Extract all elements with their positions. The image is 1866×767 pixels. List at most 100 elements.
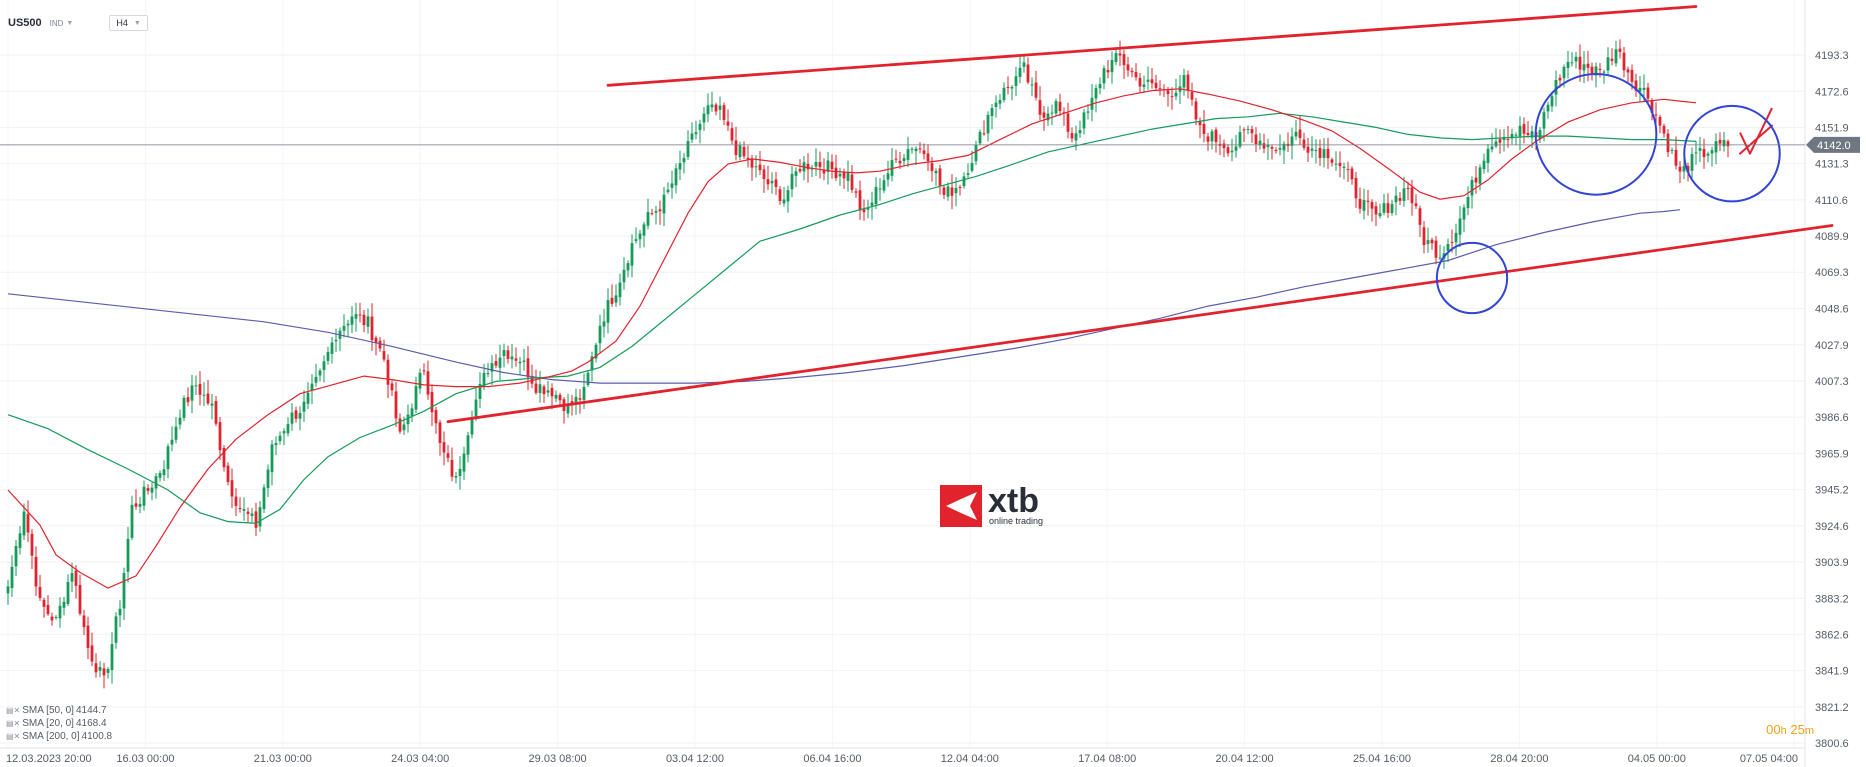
candle-body xyxy=(1458,218,1462,235)
candle-body xyxy=(1554,79,1558,95)
candle-body xyxy=(1698,148,1702,151)
x-axis[interactable]: 12.03.2023 20:00 16.03 00:00 21.03 00:00 24… xyxy=(6,753,1798,765)
candle-body xyxy=(794,171,798,176)
candle xyxy=(1726,139,1730,158)
trendline-upper-channel[interactable] xyxy=(606,5,1698,87)
candle-body xyxy=(998,100,1002,104)
candle-body xyxy=(1150,79,1154,84)
candle xyxy=(1010,84,1014,101)
legend-item-sma20[interactable]: ▤✕ SMA [20, 0] 4168.4 xyxy=(6,717,112,730)
timeframe-select[interactable]: H4 ▼ xyxy=(109,15,148,31)
circle-recent[interactable] xyxy=(1683,104,1781,203)
candle-body xyxy=(1566,61,1570,68)
symbol-label[interactable]: US500 xyxy=(8,17,42,29)
candle xyxy=(242,497,246,521)
settings-icon[interactable]: ▤✕ xyxy=(6,706,21,715)
candle-body xyxy=(1658,116,1662,126)
y-tick-label: 3924.6 xyxy=(1815,521,1849,533)
x-tick-label: 21.03 00:00 xyxy=(254,753,312,765)
candle xyxy=(1026,57,1030,85)
legend-item-sma50[interactable]: ▤✕ SMA [50, 0] 4144.7 xyxy=(6,704,112,717)
candle-body xyxy=(154,476,158,489)
candle xyxy=(46,595,50,616)
candle xyxy=(538,371,542,403)
candle xyxy=(250,507,254,524)
candle xyxy=(86,616,90,660)
candle xyxy=(1126,56,1130,77)
annotation-v-mark[interactable] xyxy=(1739,107,1773,155)
x-tick-label: 17.04 08:00 xyxy=(1078,753,1136,765)
candle xyxy=(58,597,62,628)
candle-body xyxy=(1706,153,1710,156)
circle-support-touch[interactable] xyxy=(1435,241,1509,315)
legend-item-sma200[interactable]: ▤✕ SMA [200, 0] 4100.8 xyxy=(6,730,112,743)
candle xyxy=(362,309,366,333)
instrument-type-badge[interactable]: IND ▼ xyxy=(50,19,74,28)
candle xyxy=(782,186,786,207)
candle-body xyxy=(1378,212,1382,217)
candle-body xyxy=(1190,92,1194,100)
candle-body xyxy=(1246,129,1250,131)
candle-body xyxy=(234,496,238,506)
y-tick-label: 4069.3 xyxy=(1815,267,1849,279)
candle xyxy=(1230,138,1234,162)
candle-body xyxy=(946,186,950,197)
candle xyxy=(694,120,698,140)
candle xyxy=(1526,121,1530,138)
candle xyxy=(1566,50,1570,79)
candle-body xyxy=(1630,69,1634,82)
candle xyxy=(278,431,282,445)
candle-body xyxy=(322,361,326,371)
candle xyxy=(778,186,782,205)
candle xyxy=(246,507,250,524)
trendline-lower-channel[interactable] xyxy=(446,224,1834,424)
candle-body xyxy=(1278,148,1282,150)
candle-body xyxy=(1118,53,1122,56)
candle xyxy=(658,200,662,225)
candle-body xyxy=(506,350,510,359)
candle-body xyxy=(38,586,42,598)
candle xyxy=(1054,98,1058,117)
candle-body xyxy=(318,370,322,376)
y-tick-label: 3986.6 xyxy=(1815,412,1849,424)
settings-icon[interactable]: ▤✕ xyxy=(6,732,21,741)
candle xyxy=(502,343,506,368)
candle xyxy=(410,403,414,423)
candle xyxy=(182,395,186,422)
candle-body xyxy=(254,511,258,528)
candle-body xyxy=(1102,68,1106,84)
candle-body xyxy=(418,372,422,389)
candle-body xyxy=(670,183,674,188)
candle-body xyxy=(1238,132,1242,147)
candle-body xyxy=(1530,131,1534,138)
candle-body xyxy=(1614,49,1618,64)
candle xyxy=(854,188,858,198)
candle-body xyxy=(850,174,854,190)
candle-body xyxy=(1514,134,1518,136)
candle-body xyxy=(1438,257,1442,259)
candle-body xyxy=(746,157,750,160)
candle-body xyxy=(82,615,86,628)
candle-body xyxy=(906,149,910,160)
candle-body xyxy=(1006,86,1010,88)
candle xyxy=(426,360,430,400)
candle-body xyxy=(766,179,770,185)
candle-body xyxy=(1294,131,1298,137)
candle xyxy=(1150,68,1154,89)
candle-body xyxy=(1506,139,1510,141)
candle xyxy=(1430,237,1434,250)
circle-sma-retest[interactable] xyxy=(1534,73,1658,196)
candle xyxy=(74,565,78,599)
candle-body xyxy=(958,186,962,188)
candle-body xyxy=(158,472,162,478)
candle-body xyxy=(1398,198,1402,201)
xtb-logo-wordmark: xtb xyxy=(988,482,1039,520)
candle-body xyxy=(630,243,634,266)
candle-body xyxy=(646,212,650,226)
candle-body xyxy=(1386,203,1390,213)
settings-icon[interactable]: ▤✕ xyxy=(6,719,21,728)
y-axis[interactable]: 4193.3 4172.6 4151.9 4131.3 4110.6 4089.9 4069… xyxy=(1815,50,1849,750)
candle xyxy=(150,482,154,501)
candle-body xyxy=(662,194,666,214)
